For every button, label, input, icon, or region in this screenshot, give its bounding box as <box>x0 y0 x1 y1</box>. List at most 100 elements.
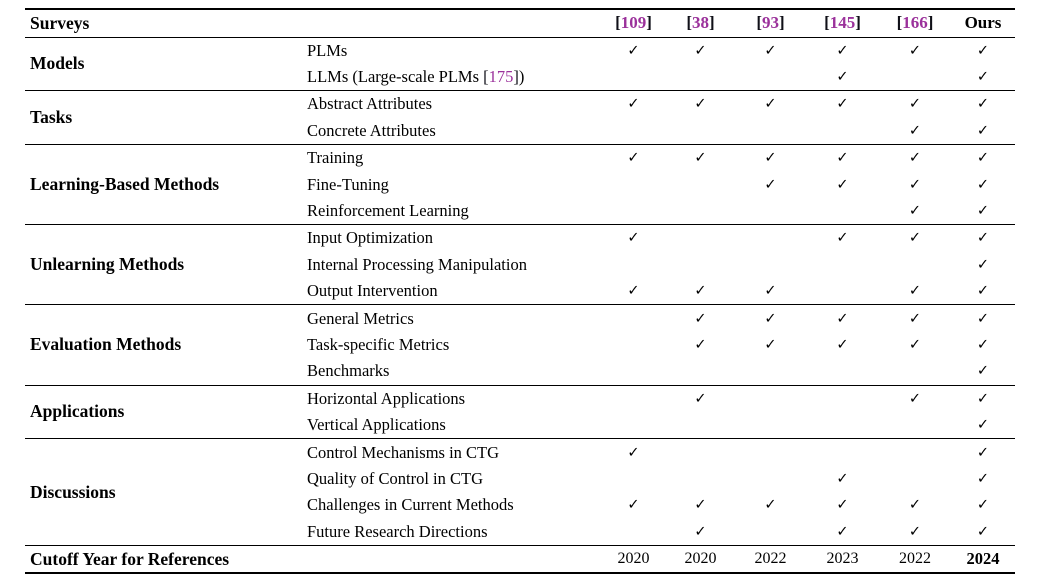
category-cell: Applications <box>30 401 125 422</box>
check-cell: ✓ <box>764 283 777 300</box>
bracket: [ <box>756 13 762 33</box>
bracket: [ <box>483 67 489 87</box>
check-cell: ✓ <box>976 417 990 434</box>
bracket: ] <box>709 13 715 33</box>
check-cell <box>879 466 951 492</box>
check-cell <box>601 332 666 358</box>
check-cell <box>879 64 951 91</box>
check-cell: ✓ <box>976 444 990 461</box>
table-row: Concrete Attributes ✓ ✓ <box>25 118 1015 145</box>
item-label: PLMs <box>307 40 348 60</box>
item-label: Control Mechanisms in CTG <box>307 442 500 462</box>
check-cell: ✓ <box>694 150 707 167</box>
surveys-header: Surveys <box>30 12 90 33</box>
survey-column-header: [109] <box>601 9 666 37</box>
table-row: Tasks Abstract Attributes ✓ ✓ ✓ ✓ ✓ ✓ <box>25 91 1015 127</box>
check-cell <box>735 519 806 546</box>
check-cell <box>735 252 806 278</box>
check-cell: ✓ <box>627 96 640 113</box>
bracket: [ <box>686 13 692 33</box>
check-cell: ✓ <box>836 176 849 193</box>
check-cell <box>735 118 806 145</box>
check-cell: ✓ <box>764 336 777 353</box>
category-cell: Unlearning Methods <box>30 254 185 275</box>
check-cell: ✓ <box>908 203 922 220</box>
check-cell <box>735 64 806 91</box>
check-cell: ✓ <box>764 497 777 514</box>
check-cell: ✓ <box>836 310 849 327</box>
check-cell <box>806 385 879 412</box>
check-cell: ✓ <box>908 497 922 514</box>
citation-link[interactable]: 38 <box>692 13 709 33</box>
table-row: Future Research Directions ✓ ✓ ✓ ✓ <box>25 519 1015 546</box>
check-cell <box>806 412 879 439</box>
item-label: Vertical Applications <box>307 415 446 435</box>
check-cell <box>601 385 666 412</box>
check-cell: ✓ <box>627 230 640 247</box>
group-unlearning-methods: Unlearning Methods Input Optimization ✓ … <box>25 225 1015 305</box>
check-cell <box>666 252 735 278</box>
check-cell <box>666 225 735 252</box>
comparison-table: Surveys [109] [38] [93] [145] [166] Ours… <box>25 8 1015 574</box>
check-cell: ✓ <box>976 336 990 353</box>
check-cell <box>666 358 735 385</box>
item-label: Challenges in Current Methods <box>307 495 514 515</box>
check-cell: ✓ <box>976 390 990 407</box>
check-cell <box>806 358 879 385</box>
category-cell: Evaluation Methods <box>30 334 182 355</box>
check-cell: ✓ <box>764 176 777 193</box>
check-cell: ✓ <box>976 122 990 139</box>
survey-column-header: [38] <box>666 9 735 37</box>
table-row: Applications Horizontal Applications ✓ ✓… <box>25 385 1015 422</box>
check-cell <box>735 385 806 412</box>
check-cell <box>806 439 879 466</box>
item-label: Fine-Tuning <box>307 174 389 194</box>
cutoff-year-value: 2020 <box>684 550 717 568</box>
check-cell <box>601 305 666 332</box>
check-cell: ✓ <box>764 42 777 59</box>
check-cell: ✓ <box>908 150 922 167</box>
citation-link[interactable]: 166 <box>902 13 928 33</box>
category-cell: Learning-Based Methods <box>30 174 220 195</box>
survey-column-header: [145] <box>806 9 879 37</box>
check-cell: ✓ <box>694 42 707 59</box>
check-cell <box>601 412 666 439</box>
check-cell <box>735 412 806 439</box>
table-row: Evaluation Methods General Metrics ✓ ✓ ✓… <box>25 305 1015 355</box>
check-cell: ✓ <box>764 310 777 327</box>
category-cell: Discussions <box>30 481 116 502</box>
check-cell <box>879 358 951 385</box>
table-row: Benchmarks ✓ <box>25 358 1015 385</box>
check-cell: ✓ <box>764 96 777 113</box>
ours-column-header: Ours <box>964 13 1002 33</box>
check-cell: ✓ <box>908 523 922 540</box>
citation-link[interactable]: 145 <box>829 13 856 33</box>
check-cell: ✓ <box>694 310 707 327</box>
check-cell: ✓ <box>976 363 990 380</box>
item-label: General Metrics <box>307 308 414 328</box>
table-row: Output Intervention ✓ ✓ ✓ ✓ ✓ <box>25 278 1015 305</box>
check-cell <box>601 519 666 546</box>
citation-link[interactable]: 93 <box>762 13 779 33</box>
citation-link[interactable]: 175 <box>488 67 514 87</box>
check-cell <box>806 118 879 145</box>
check-cell: ✓ <box>836 150 849 167</box>
citation-link[interactable]: 109 <box>620 13 647 33</box>
check-cell <box>601 118 666 145</box>
item-label: Internal Processing Manipulation <box>307 254 527 274</box>
check-cell: ✓ <box>908 122 922 139</box>
table-row: Internal Processing Manipulation ✓ <box>25 252 1015 278</box>
check-cell: ✓ <box>694 497 707 514</box>
check-cell: ✓ <box>694 390 707 407</box>
check-cell: ✓ <box>694 96 707 113</box>
check-cell <box>666 439 735 466</box>
item-label: Future Research Directions <box>307 521 488 541</box>
check-cell: ✓ <box>976 176 990 193</box>
table-row: LLMs (Large-scale PLMs [175]) ✓ ✓ <box>25 64 1015 91</box>
check-cell <box>806 252 879 278</box>
check-cell <box>879 439 951 466</box>
table-row: Unlearning Methods Input Optimization ✓ … <box>25 225 1015 274</box>
check-cell: ✓ <box>908 390 922 407</box>
item-label: Concrete Attributes <box>307 120 436 140</box>
check-cell: ✓ <box>694 336 707 353</box>
